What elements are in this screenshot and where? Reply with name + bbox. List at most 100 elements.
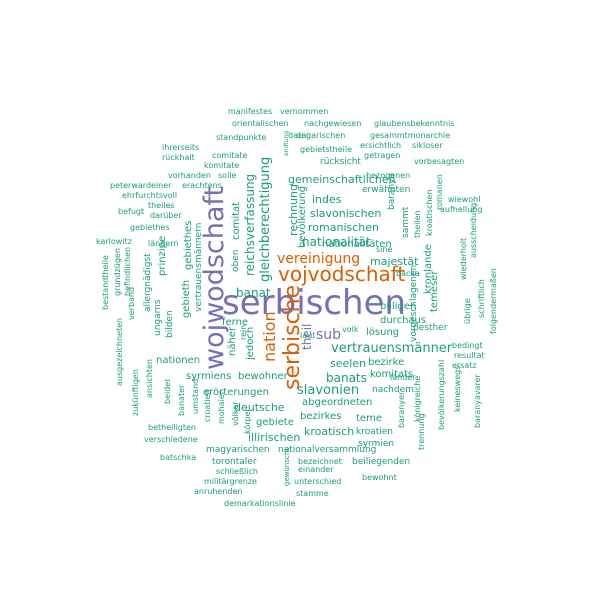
word-teme: teme <box>356 413 382 424</box>
word-romanischen: romanischen <box>308 221 379 234</box>
word-einander: einander <box>298 465 334 474</box>
word-billigen: billigen <box>380 301 417 312</box>
word-allergnädigst: allergnädigst <box>143 253 153 312</box>
word-nation: nation <box>260 311 279 362</box>
word-militärgrenze: militärgrenze <box>204 477 257 486</box>
word-ausscheidung: ausscheidung <box>469 202 478 258</box>
word-croatien: croatien <box>203 389 212 422</box>
word-wiederholt: wiederholt <box>459 237 468 280</box>
word-mohaier: mohaier <box>217 390 226 424</box>
word-gesammtmonarchie: gesammtmonarchie <box>370 131 451 140</box>
word-banat: banat <box>236 286 271 300</box>
word-völker: völker <box>231 401 240 426</box>
word-abgeordneten: abgeordneten <box>302 397 373 408</box>
word-vereinigung: vereinigung <box>277 251 361 267</box>
word-baranyavarer: baranyavarer <box>473 374 482 428</box>
word-nachdem: nachdem <box>372 385 414 395</box>
word-standpunkte: standpunkte <box>216 133 267 142</box>
word-theiles: theiles <box>148 201 175 210</box>
word-comitat: comitat <box>231 201 242 240</box>
word-beider: beider <box>163 378 172 404</box>
word-karlowitz: karlowitz <box>96 237 132 246</box>
word-solle: solle <box>218 171 237 180</box>
word-rücksicht: rücksicht <box>320 157 361 167</box>
word-kroatischen: kroatischen <box>425 189 434 236</box>
word-wiewohl: wiewohl <box>448 195 481 204</box>
word-glaubensbekenntnis: glaubensbekenntnis <box>374 119 455 128</box>
word-vorhanden: vorhanden <box>168 171 211 180</box>
word-kroatisch: kroatisch <box>304 425 355 438</box>
word-ungarischen: ungarischen <box>296 131 346 140</box>
word-daten: daten <box>288 131 312 140</box>
word-bestandtheile: bestandtheile <box>101 255 110 310</box>
word-serbischen: serbischen <box>222 283 407 323</box>
word-übrige: übrige <box>463 298 472 324</box>
word-vorbesagten: vorbesagten <box>414 157 465 166</box>
word-syrmien: syrmien <box>358 439 395 449</box>
word-gewünscht: gewünscht <box>283 447 291 486</box>
word-reichsverfassung: reichsverfassung <box>243 173 257 276</box>
word-ländern: ländern <box>148 239 179 248</box>
word-jedoch: jedoch <box>245 326 256 360</box>
word-sikloser: sikloser <box>412 141 443 150</box>
word-resultat: resultat <box>454 351 485 360</box>
word-kroatien: kroatien <box>356 427 394 437</box>
word-syrmiens: syrmiens <box>186 371 232 382</box>
word-anruhenden: anruhenden <box>194 487 243 496</box>
word-sub: sub <box>316 327 342 343</box>
word-manifestes: manifestes <box>228 107 273 116</box>
word-stamme: stamme <box>296 489 329 498</box>
word-batschka: batschka <box>160 453 197 462</box>
word-slavonien: slavonien <box>297 383 360 398</box>
word-vertrauensmännern: vertrauensmännern <box>194 222 204 312</box>
word-baranya: baranya <box>387 173 397 210</box>
word-seelen: seelen <box>330 357 367 370</box>
word-majestät: majestät <box>370 255 419 268</box>
word-ungarns: ungarns <box>153 299 163 336</box>
word-verschiedene: verschiedene <box>144 435 198 444</box>
word-folgendermaßen: folgendermaßen <box>489 268 498 334</box>
word-gebiethes: gebiethes <box>130 223 170 232</box>
word-befugt: befugt <box>118 207 145 216</box>
word-nationalitäten: nationalitäten <box>322 239 392 250</box>
word-bedingt: bedingt <box>452 341 483 350</box>
word-ansichten: ansichten <box>145 359 154 398</box>
word-unterschied: unterschied <box>294 477 342 486</box>
word-länder: länder <box>390 373 416 382</box>
word-backa: backa <box>396 269 420 278</box>
word-vojvodschaft: vojvodschaft <box>278 262 406 286</box>
word-prinzipe: prinzipe <box>157 235 168 276</box>
word-gebiete: gebiete <box>256 417 294 428</box>
word-sine: sine <box>376 245 393 254</box>
word-grundzügen: grundzügen <box>113 248 122 296</box>
word-erörterungen: erörterungen <box>203 387 269 398</box>
word-peterwardeiner: peterwardeiner <box>110 181 172 190</box>
word-theilen: theilen <box>413 210 422 238</box>
word-vertrauensmänner: vertrauensmänner <box>331 341 453 356</box>
word-betheiligten: betheiligten <box>148 423 197 432</box>
word-wojwodschaft: wojwodschaft <box>199 185 230 370</box>
word-keineswegs: keineswegs <box>453 365 462 412</box>
word-erachtens: erachtens <box>182 181 222 190</box>
word-schriftlich: schriftlich <box>477 279 486 318</box>
word-bezirke: bezirke <box>368 357 405 368</box>
word-ihrerseits: ihrerseits <box>162 143 200 152</box>
word-banats: banats <box>326 371 367 385</box>
word-bewohner: bewohner <box>238 371 288 382</box>
word-bevölkerung: bevölkerung <box>297 185 308 248</box>
word-erwähnten: erwähnten <box>362 185 411 195</box>
word-indes: indes <box>312 193 342 206</box>
word-bezeichnet: bezeichnet <box>298 457 342 466</box>
word-bilden: bilden <box>165 310 175 338</box>
word-nachgewiesen: nachgewiesen <box>304 119 362 128</box>
word-bevölkerungszahl: bevölkerungszahl <box>437 359 446 430</box>
word-gebieth: gebieth <box>181 279 192 318</box>
word-romanen: romanen <box>435 174 444 210</box>
word-gleichberechtigung: gleichberechtigung <box>258 156 273 282</box>
word-ferne: ferne <box>222 317 249 328</box>
word-bezogenen: bezogenen <box>366 171 411 180</box>
word-comitate: comitate <box>212 151 248 160</box>
word-nationen: nationen <box>156 355 201 366</box>
word-beiliegenden: beiliegenden <box>352 457 411 467</box>
word-rückhalt: rückhalt <box>162 153 195 162</box>
